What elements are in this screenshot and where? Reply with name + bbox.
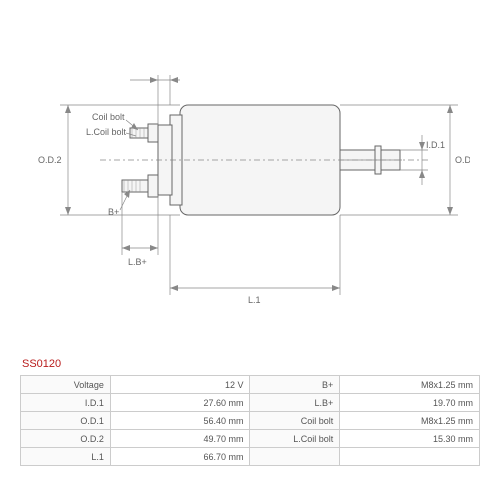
spec-value: 27.60 mm [110,394,250,412]
table-row: I.D.1 27.60 mm L.B+ 19.70 mm [21,394,480,412]
label-id1: I.D.1 [426,140,445,150]
spec-value: 66.70 mm [110,448,250,466]
label-od1: O.D.1 [455,155,470,165]
label-l1: L.1 [248,295,261,305]
solenoid-diagram: O.D.2 O.D.1 I.D.1 Coil bolt L.Coil bolt … [30,20,470,350]
spec-value: 49.70 mm [110,430,250,448]
spec-value: 56.40 mm [110,412,250,430]
label-lbplus: L.B+ [128,257,147,267]
spec-label: L.B+ [250,394,340,412]
spec-label: I.D.1 [21,394,111,412]
spec-value [340,448,480,466]
spec-value: M8x1.25 mm [340,376,480,394]
spec-label: O.D.1 [21,412,111,430]
spec-label: L.Coil bolt [250,430,340,448]
table-row: O.D.1 56.40 mm Coil bolt M8x1.25 mm [21,412,480,430]
spec-label: L.1 [21,448,111,466]
spec-value: M8x1.25 mm [340,412,480,430]
spec-label [250,448,340,466]
technical-drawing: O.D.2 O.D.1 I.D.1 Coil bolt L.Coil bolt … [30,20,470,350]
table-row: Voltage 12 V B+ M8x1.25 mm [21,376,480,394]
table-row: O.D.2 49.70 mm L.Coil bolt 15.30 mm [21,430,480,448]
spec-value: 15.30 mm [340,430,480,448]
label-lcoil-bolt: L.Coil bolt [86,127,127,137]
spec-value: 12 V [110,376,250,394]
spec-value: 19.70 mm [340,394,480,412]
label-bplus: B+ [108,207,119,217]
spec-label: Coil bolt [250,412,340,430]
spec-table: Voltage 12 V B+ M8x1.25 mm I.D.1 27.60 m… [20,375,480,466]
spec-label: Voltage [21,376,111,394]
spec-label: O.D.2 [21,430,111,448]
label-coil-bolt: Coil bolt [92,112,125,122]
spec-label: B+ [250,376,340,394]
label-od2: O.D.2 [38,155,62,165]
part-number: SS0120 [22,358,61,370]
table-row: L.1 66.70 mm [21,448,480,466]
